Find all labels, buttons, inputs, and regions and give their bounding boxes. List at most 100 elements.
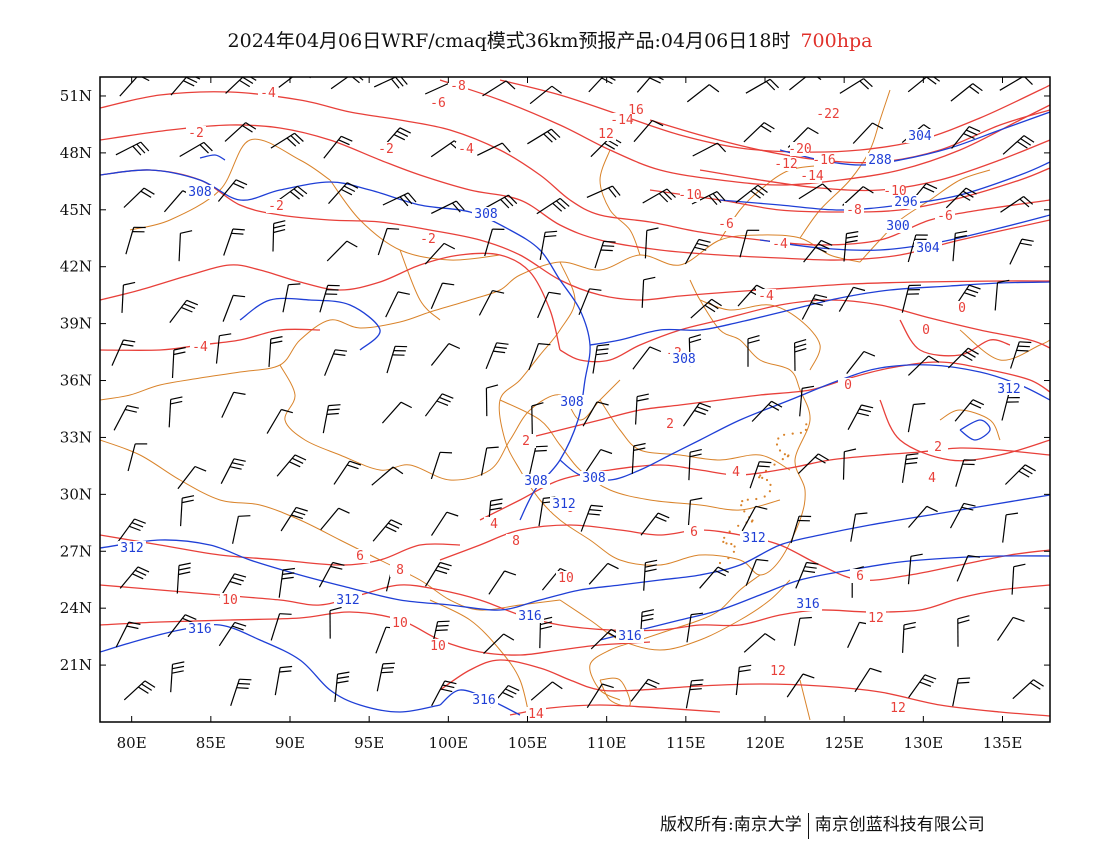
- coast-dot: [778, 449, 782, 452]
- geopotential-height-line: [100, 494, 1050, 611]
- wind-barb: [641, 276, 656, 308]
- label-bg: [776, 157, 796, 171]
- x-tick-label: 135E: [983, 734, 1023, 752]
- label-bg: [612, 113, 632, 127]
- wind-barb: [908, 505, 938, 528]
- wind-barb: [586, 185, 621, 198]
- coast-dot: [787, 454, 790, 457]
- label-bg: [670, 352, 698, 366]
- wind-barb: [385, 291, 410, 318]
- boundary-line: [129, 138, 331, 231]
- wind-barb: [381, 401, 412, 424]
- wind-barb: [952, 230, 968, 262]
- temperature-label: -6: [430, 96, 446, 111]
- wind-barb: [485, 384, 499, 417]
- wind-barb: [839, 78, 873, 94]
- wind-barb: [684, 238, 711, 265]
- geopotential-height-line: [100, 169, 591, 521]
- coast-dot: [804, 428, 808, 431]
- wind-barb: [1009, 238, 1034, 265]
- label-bg: [418, 232, 438, 246]
- temperature-label: -2: [378, 142, 394, 157]
- coast-dot: [725, 542, 728, 545]
- wind-barb: [270, 613, 292, 641]
- boundary-line: [429, 599, 531, 721]
- wind-barb: [319, 284, 340, 313]
- wind-barb: [280, 506, 308, 532]
- wind-barb: [477, 142, 511, 156]
- wind-barb: [282, 283, 301, 313]
- label-bg: [935, 209, 955, 223]
- label-bg: [526, 707, 546, 721]
- wind-barb: [907, 553, 923, 585]
- copyright-text: 版权所有:南京大学: [660, 815, 802, 835]
- wind-barb: [270, 132, 304, 149]
- coast-dot: [755, 497, 758, 501]
- temperature-label: 10: [430, 639, 446, 654]
- label-bg: [428, 639, 448, 653]
- label-bg: [850, 569, 870, 583]
- temperature-label: -4: [758, 289, 774, 304]
- wind-barb: [125, 226, 146, 255]
- x-tick-label: 105E: [508, 734, 548, 752]
- wind-barb: [643, 559, 658, 591]
- wind-barb: [797, 453, 829, 475]
- wind-barb: [178, 230, 193, 262]
- temperature-label: 4: [928, 471, 936, 486]
- wind-barb: [180, 495, 195, 527]
- wind-barb: [794, 339, 807, 371]
- wind-barb: [529, 85, 562, 105]
- x-tick-label: 115E: [666, 734, 706, 752]
- wind-barb: [323, 135, 353, 159]
- temperature-label: -2: [188, 126, 204, 141]
- wind-barb: [743, 122, 775, 143]
- wind-barb: [113, 405, 139, 431]
- label-bg: [266, 199, 286, 213]
- wind-barb: [431, 680, 457, 707]
- wind-barb: [119, 77, 150, 97]
- label-bg: [914, 241, 942, 255]
- y-tick-label: 51N: [60, 87, 92, 105]
- boundary-line: [499, 399, 781, 511]
- wind-barb: [842, 448, 857, 480]
- wind-barb: [382, 192, 417, 207]
- wind-barb: [117, 518, 146, 543]
- temperature-isotherm: [100, 169, 1050, 301]
- wind-barb: [266, 408, 293, 434]
- wind-barb: [119, 566, 150, 589]
- coast-dot: [805, 423, 808, 426]
- wind-barb: [217, 179, 248, 202]
- temperature-isotherm: [100, 91, 1050, 246]
- wind-barb: [735, 184, 768, 204]
- wind-barb: [176, 562, 191, 594]
- wind-barb: [431, 200, 465, 214]
- label-bg: [885, 184, 905, 198]
- wind-barb: [633, 119, 664, 143]
- label-bg: [186, 126, 206, 140]
- coast-dot: [761, 476, 764, 479]
- label-bg: [866, 153, 894, 167]
- wind-barb: [333, 460, 362, 485]
- coast-dot: [799, 431, 803, 434]
- wind-barb: [274, 665, 293, 696]
- label-bg: [756, 289, 776, 303]
- wind-barb: [580, 504, 603, 532]
- height-label: 308: [582, 471, 605, 486]
- temperature-label: 12: [890, 701, 906, 716]
- wind-barb: [1011, 563, 1026, 595]
- coast-dot: [741, 500, 744, 503]
- wind-barb: [232, 515, 251, 544]
- temperature-isotherm: [519, 361, 1050, 441]
- wind-barb: [956, 555, 980, 582]
- temperature-label: 0: [922, 323, 930, 338]
- temperature-label: 6: [356, 549, 364, 564]
- temperature-label: -4: [458, 142, 474, 157]
- coast-dot: [775, 443, 779, 446]
- temperature-label: 6: [856, 569, 864, 584]
- temperature-isotherm: [559, 299, 1050, 363]
- wind-barb: [488, 570, 517, 595]
- wind-barb: [1012, 679, 1044, 700]
- x-tick-label: 95E: [354, 734, 384, 752]
- label-bg: [794, 597, 822, 611]
- wind-barb: [745, 558, 769, 586]
